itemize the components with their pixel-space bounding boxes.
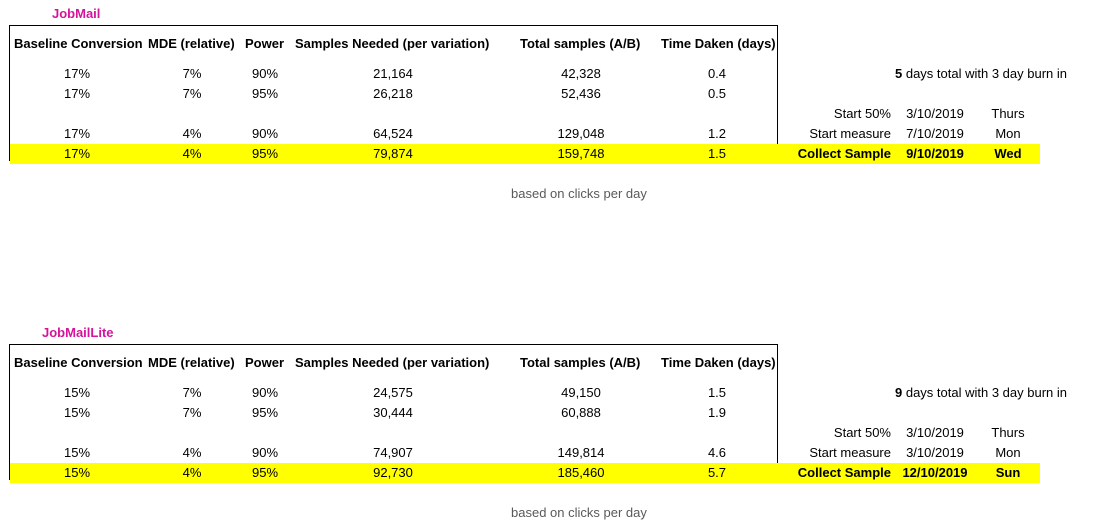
table-cell: 15% <box>63 385 91 400</box>
table-cell: 60,888 <box>561 405 601 420</box>
header-total-samples: Total samples (A/B) <box>520 36 641 51</box>
table-cell: 4% <box>182 465 202 480</box>
table-cell: 49,150 <box>561 385 601 400</box>
header-baseline-conversion: Baseline Conversion <box>14 355 143 370</box>
header-power: Power <box>245 36 285 51</box>
schedule-day: Mon <box>995 126 1021 141</box>
table-cell: 4% <box>182 126 202 141</box>
table-cell: 1.5 <box>707 385 727 400</box>
table-cell: 1.2 <box>707 126 727 141</box>
table-cell: 95% <box>251 86 279 101</box>
section-jobmail: JobMail Baseline Conversion MDE (relativ… <box>0 0 1100 201</box>
summary-label: days total with 3 day burn in <box>902 66 1067 81</box>
table-cell: 15% <box>63 405 91 420</box>
table-cell: 90% <box>251 385 279 400</box>
table-cell: 17% <box>63 86 91 101</box>
table-cell: 90% <box>251 445 279 460</box>
section-jobmaillite: JobMailLite Baseline Conversion MDE (rel… <box>0 319 1100 520</box>
schedule-date: 3/10/2019 <box>906 425 964 440</box>
table-cell: 90% <box>251 126 279 141</box>
footnote: based on clicks per day <box>511 186 647 201</box>
table-cell: 185,460 <box>557 465 605 480</box>
header-baseline-conversion: Baseline Conversion <box>14 36 143 51</box>
summary-text: 5 days total with 3 day burn in <box>895 64 1067 84</box>
schedule-date: 3/10/2019 <box>906 445 964 460</box>
table-cell: 17% <box>63 66 91 81</box>
table-cell: 26,218 <box>373 86 413 101</box>
table-cell: 5.7 <box>707 465 727 480</box>
footnote: based on clicks per day <box>511 505 647 520</box>
table-cell: 90% <box>251 66 279 81</box>
table-cell: 4% <box>182 146 202 161</box>
table-cell: 15% <box>63 445 91 460</box>
schedule-day: Wed <box>994 146 1022 161</box>
schedule-day: Sun <box>995 465 1021 480</box>
header-mde: MDE (relative) <box>148 36 235 51</box>
table-cell: 30,444 <box>373 405 413 420</box>
schedule-label: Start 50% <box>833 425 891 440</box>
table-cell: 79,874 <box>373 146 413 161</box>
table-cell: 4% <box>182 445 202 460</box>
schedule-day: Mon <box>995 445 1021 460</box>
header-time-taken: Time Daken (days) <box>661 36 776 51</box>
table-cell: 129,048 <box>557 126 605 141</box>
table-cell: 15% <box>63 465 91 480</box>
table-cell: 17% <box>63 126 91 141</box>
table-cell: 159,748 <box>557 146 605 161</box>
schedule-label: Start 50% <box>833 106 891 121</box>
table-cell: 149,814 <box>557 445 605 460</box>
table-cell: 17% <box>63 146 91 161</box>
summary-label: days total with 3 day burn in <box>902 385 1067 400</box>
schedule-date: 3/10/2019 <box>906 106 964 121</box>
header-power: Power <box>245 355 285 370</box>
schedule-label: Start measure <box>809 126 891 141</box>
table-cell: 24,575 <box>373 385 413 400</box>
table-cell: 52,436 <box>561 86 601 101</box>
table-cell: 7% <box>182 385 202 400</box>
schedule-label: Collect Sample <box>797 465 891 480</box>
table-cell: 92,730 <box>373 465 413 480</box>
highlight-row <box>10 463 1040 483</box>
schedule-day: Thurs <box>991 425 1025 440</box>
section-title: JobMail <box>52 6 101 21</box>
summary-days: 5 <box>895 66 903 81</box>
table-cell: 4.6 <box>707 445 727 460</box>
table-cell: 95% <box>251 405 279 420</box>
table-cell: 95% <box>251 465 279 480</box>
section-title: JobMailLite <box>42 325 114 340</box>
header-mde: MDE (relative) <box>148 355 235 370</box>
header-total-samples: Total samples (A/B) <box>520 355 641 370</box>
table-cell: 7% <box>182 86 202 101</box>
table-cell: 7% <box>182 66 202 81</box>
header-time-taken: Time Daken (days) <box>661 355 776 370</box>
table-cell: 21,164 <box>373 66 413 81</box>
schedule-date: 9/10/2019 <box>906 146 964 161</box>
schedule-date: 7/10/2019 <box>906 126 964 141</box>
header-samples-needed: Samples Needed (per variation) <box>295 36 490 51</box>
table-cell: 7% <box>182 405 202 420</box>
table-cell: 42,328 <box>561 66 601 81</box>
table-cell: 0.5 <box>707 86 727 101</box>
schedule-label: Start measure <box>809 445 891 460</box>
schedule-date: 12/10/2019 <box>902 465 968 480</box>
table-cell: 74,907 <box>373 445 413 460</box>
header-samples-needed: Samples Needed (per variation) <box>295 355 490 370</box>
table-cell: 64,524 <box>373 126 413 141</box>
schedule-day: Thurs <box>991 106 1025 121</box>
table-cell: 0.4 <box>707 66 727 81</box>
summary-days: 9 <box>895 385 903 400</box>
summary-text: 9 days total with 3 day burn in <box>895 383 1067 403</box>
highlight-row <box>10 144 1040 164</box>
table-cell: 95% <box>251 146 279 161</box>
schedule-label: Collect Sample <box>797 146 891 161</box>
table-cell: 1.9 <box>707 405 727 420</box>
table-cell: 1.5 <box>707 146 727 161</box>
